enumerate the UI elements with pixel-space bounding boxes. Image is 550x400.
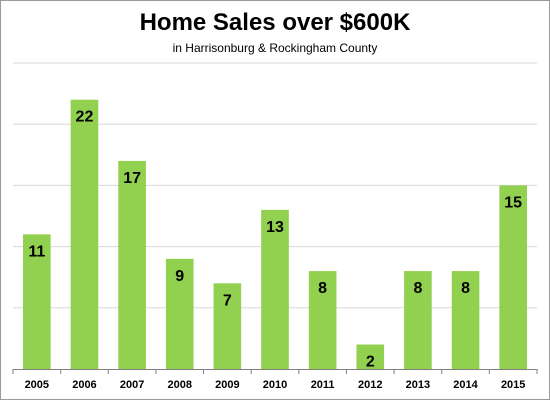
data-label-2012: 2 bbox=[366, 354, 375, 371]
bar-2012 bbox=[356, 344, 385, 369]
tick-label-2013: 2013 bbox=[406, 379, 430, 391]
data-label-2010: 13 bbox=[266, 219, 284, 236]
tick-label-2009: 2009 bbox=[215, 379, 239, 391]
data-label-2013: 8 bbox=[413, 280, 422, 297]
chart-subtitle: in Harrisonburg & Rockingham County bbox=[172, 41, 378, 55]
data-label-2009: 7 bbox=[223, 292, 232, 309]
tick-label-2012: 2012 bbox=[358, 379, 382, 391]
data-label-2008: 9 bbox=[175, 268, 184, 285]
tick-label-2006: 2006 bbox=[72, 379, 96, 391]
data-label-2015: 15 bbox=[504, 194, 522, 211]
bar-2015 bbox=[499, 185, 527, 369]
bar-2014 bbox=[451, 271, 480, 369]
tick-label-2015: 2015 bbox=[501, 379, 525, 391]
tick-label-2008: 2008 bbox=[167, 379, 191, 391]
data-label-2006: 22 bbox=[76, 109, 94, 126]
tick-label-2007: 2007 bbox=[120, 379, 144, 391]
bar-2005 bbox=[23, 234, 51, 369]
bar-2011 bbox=[308, 271, 337, 369]
tick-label-2011: 2011 bbox=[311, 379, 335, 391]
data-label-2014: 8 bbox=[461, 280, 470, 297]
bar-2008 bbox=[165, 258, 194, 369]
tick-label-2010: 2010 bbox=[263, 379, 287, 391]
data-label-2007: 17 bbox=[123, 170, 141, 187]
bar-2009 bbox=[213, 283, 242, 369]
bar-2006 bbox=[70, 99, 99, 369]
data-label-2011: 8 bbox=[318, 280, 327, 297]
chart-title: Home Sales over $600K bbox=[139, 9, 411, 36]
bar-2010 bbox=[261, 209, 289, 369]
data-label-2005: 11 bbox=[28, 243, 45, 260]
bar-2013 bbox=[404, 271, 432, 369]
tick-label-2005: 2005 bbox=[25, 379, 49, 391]
tick-label-2014: 2014 bbox=[453, 379, 478, 391]
bar-2007 bbox=[118, 160, 146, 369]
